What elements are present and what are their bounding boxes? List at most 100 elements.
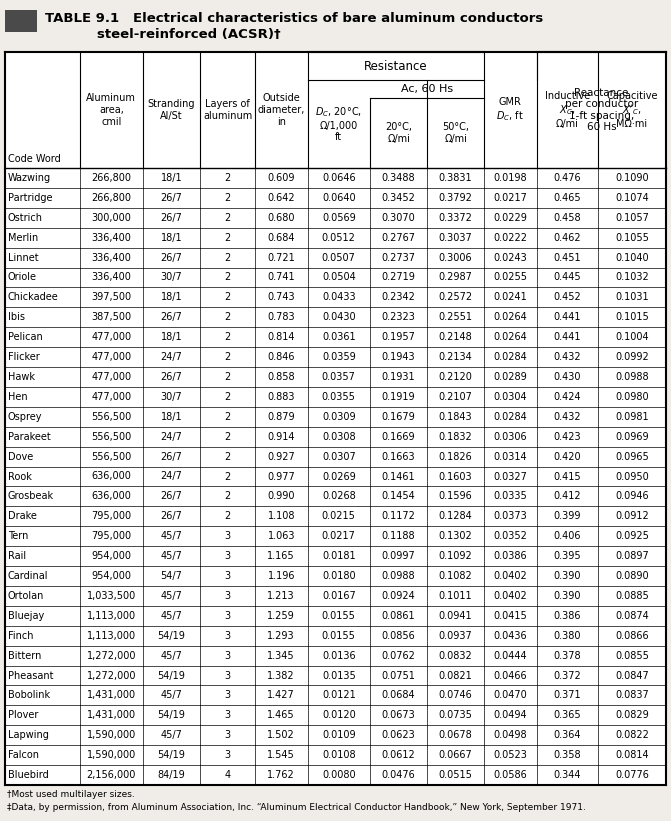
Text: 0.1603: 0.1603: [439, 471, 472, 481]
Text: 0.1057: 0.1057: [615, 213, 649, 222]
Text: 0.1931: 0.1931: [382, 372, 415, 382]
Text: 30/7: 30/7: [161, 273, 183, 282]
Text: 1.165: 1.165: [268, 551, 295, 561]
Text: Pelican: Pelican: [8, 333, 43, 342]
Text: 0.0352: 0.0352: [493, 531, 527, 541]
Text: 0.0988: 0.0988: [615, 372, 649, 382]
Text: 795,000: 795,000: [91, 511, 132, 521]
Text: 0.0373: 0.0373: [493, 511, 527, 521]
Bar: [5, 52, 666, 785]
Text: 2: 2: [224, 273, 231, 282]
Text: 0.0430: 0.0430: [322, 312, 356, 323]
Text: 0.0402: 0.0402: [493, 571, 527, 581]
Text: Lapwing: Lapwing: [8, 730, 49, 741]
Text: 0.0229: 0.0229: [493, 213, 527, 222]
Text: 0.2120: 0.2120: [439, 372, 472, 382]
Text: 0.1172: 0.1172: [382, 511, 415, 521]
Text: 0.3070: 0.3070: [382, 213, 415, 222]
Text: 26/7: 26/7: [160, 193, 183, 203]
Text: 0.680: 0.680: [268, 213, 295, 222]
Text: 2: 2: [224, 193, 231, 203]
Text: 0.0470: 0.0470: [493, 690, 527, 700]
Text: 0.2987: 0.2987: [439, 273, 472, 282]
Text: Reactance
per conductor
1-ft spacing,
60 Hs: Reactance per conductor 1-ft spacing, 60…: [565, 88, 638, 132]
Text: 0.0494: 0.0494: [494, 710, 527, 720]
Text: 0.1188: 0.1188: [382, 531, 415, 541]
Text: 0.0433: 0.0433: [322, 292, 356, 302]
Text: 0.0361: 0.0361: [322, 333, 356, 342]
Text: Stranding
Al/St: Stranding Al/St: [148, 99, 195, 121]
Text: 0.0969: 0.0969: [615, 432, 649, 442]
Text: Code Word: Code Word: [8, 154, 61, 164]
Text: 1.427: 1.427: [267, 690, 295, 700]
Text: 0.0121: 0.0121: [322, 690, 356, 700]
Text: 0.0436: 0.0436: [494, 631, 527, 640]
Text: TABLE 9.1   Electrical characteristics of bare aluminum conductors: TABLE 9.1 Electrical characteristics of …: [45, 12, 544, 25]
Text: 18/1: 18/1: [161, 333, 183, 342]
Text: Chickadee: Chickadee: [8, 292, 59, 302]
Text: $D_C$, 20°C,
Ω/1,000
ft: $D_C$, 20°C, Ω/1,000 ft: [315, 106, 362, 143]
Text: 0.3372: 0.3372: [439, 213, 472, 222]
Text: 0.1040: 0.1040: [615, 253, 649, 263]
Text: 0.1011: 0.1011: [439, 591, 472, 601]
Text: 4: 4: [225, 770, 231, 780]
Text: 0.445: 0.445: [554, 273, 581, 282]
Text: 0.1302: 0.1302: [439, 531, 472, 541]
Text: Bluebird: Bluebird: [8, 770, 49, 780]
Text: 2: 2: [224, 333, 231, 342]
Text: 0.0386: 0.0386: [494, 551, 527, 561]
Text: 0.684: 0.684: [268, 232, 295, 243]
Text: 0.0264: 0.0264: [493, 333, 527, 342]
Text: 26/7: 26/7: [160, 253, 183, 263]
Text: 0.0941: 0.0941: [439, 611, 472, 621]
Text: 0.741: 0.741: [268, 273, 295, 282]
Text: 0.1461: 0.1461: [382, 471, 415, 481]
Text: 0.858: 0.858: [268, 372, 295, 382]
Text: 0.0264: 0.0264: [493, 312, 527, 323]
Text: 0.0897: 0.0897: [615, 551, 649, 561]
Text: 2: 2: [224, 372, 231, 382]
Text: 0.2342: 0.2342: [382, 292, 415, 302]
Text: Ac, 60 Hs: Ac, 60 Hs: [401, 84, 453, 94]
Text: 0.386: 0.386: [554, 611, 581, 621]
Text: 0.0120: 0.0120: [322, 710, 356, 720]
Text: 336,400: 336,400: [91, 253, 132, 263]
Text: 0.0829: 0.0829: [615, 710, 649, 720]
Text: 0.0623: 0.0623: [382, 730, 415, 741]
Text: 1.063: 1.063: [268, 531, 295, 541]
Text: 0.0776: 0.0776: [615, 770, 649, 780]
Bar: [5, 10, 37, 32]
Text: Drake: Drake: [8, 511, 37, 521]
Text: 0.1004: 0.1004: [615, 333, 649, 342]
Text: 0.412: 0.412: [554, 492, 581, 502]
Text: Hawk: Hawk: [8, 372, 35, 382]
Text: Dove: Dove: [8, 452, 34, 461]
Text: 0.0569: 0.0569: [322, 213, 356, 222]
Text: steel-reinforced (ACSR)†: steel-reinforced (ACSR)†: [97, 28, 280, 41]
Text: 1.502: 1.502: [267, 730, 295, 741]
Text: Wazwing: Wazwing: [8, 173, 51, 183]
Text: 18/1: 18/1: [161, 232, 183, 243]
Text: 0.846: 0.846: [268, 352, 295, 362]
Text: 0.0988: 0.0988: [382, 571, 415, 581]
Text: 0.0684: 0.0684: [382, 690, 415, 700]
Text: 45/7: 45/7: [160, 730, 183, 741]
Text: 0.2148: 0.2148: [439, 333, 472, 342]
Text: Finch: Finch: [8, 631, 34, 640]
Text: 20°C,
Ω/mi: 20°C, Ω/mi: [385, 122, 412, 144]
Text: 0.0992: 0.0992: [615, 352, 649, 362]
Text: 0.0924: 0.0924: [382, 591, 415, 601]
Text: 0.0837: 0.0837: [615, 690, 649, 700]
Text: 387,500: 387,500: [91, 312, 132, 323]
Text: 0.0751: 0.0751: [382, 671, 415, 681]
Text: 0.0885: 0.0885: [615, 591, 649, 601]
Text: 45/7: 45/7: [160, 591, 183, 601]
Text: Pheasant: Pheasant: [8, 671, 54, 681]
Text: 0.1826: 0.1826: [439, 452, 472, 461]
Text: 26/7: 26/7: [160, 452, 183, 461]
Text: Bluejay: Bluejay: [8, 611, 44, 621]
Text: 0.1843: 0.1843: [439, 412, 472, 422]
Text: 0.879: 0.879: [268, 412, 295, 422]
Text: 0.0866: 0.0866: [615, 631, 649, 640]
Text: 556,500: 556,500: [91, 412, 132, 422]
